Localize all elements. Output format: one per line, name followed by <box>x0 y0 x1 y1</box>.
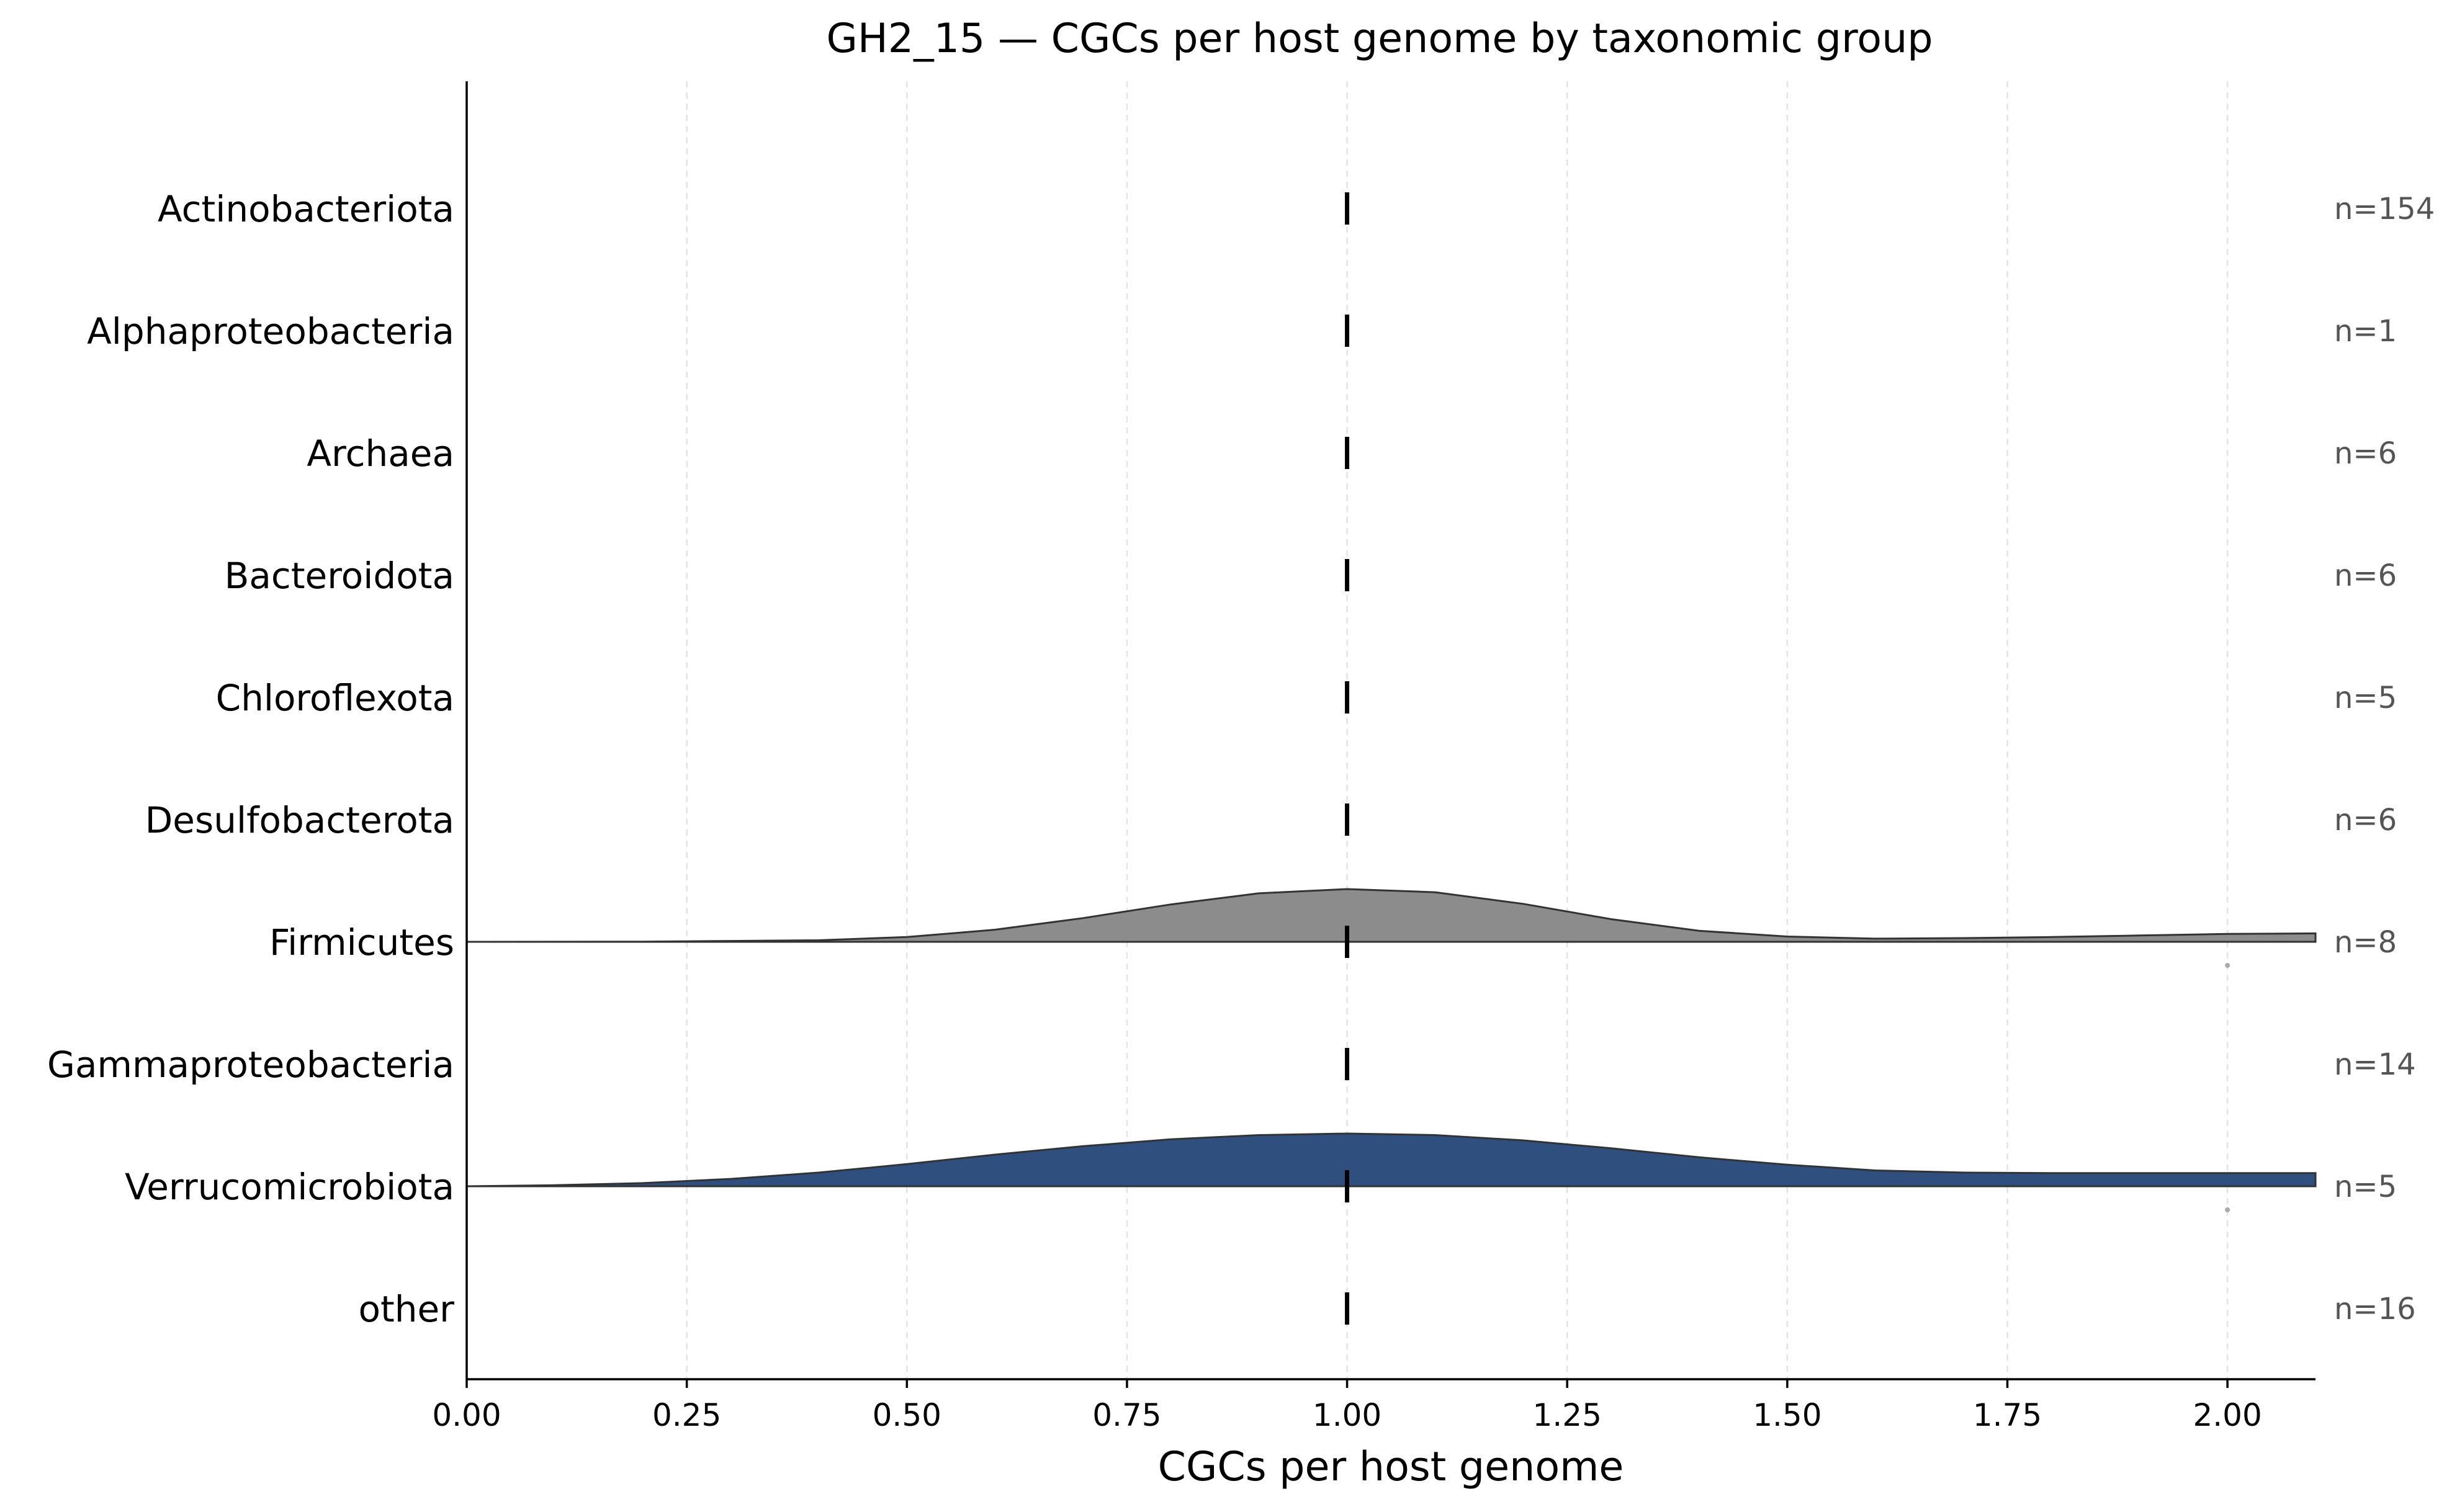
n-count-label: n=6 <box>2334 803 2397 838</box>
y-tick-label: Chloroflexota <box>216 677 454 719</box>
x-tick-label: 0.25 <box>652 1397 721 1433</box>
n-count-label: n=5 <box>2334 1170 2397 1204</box>
x-tick-label: 1.25 <box>1533 1397 1602 1433</box>
x-tick-label: 1.00 <box>1313 1397 1381 1433</box>
n-count-label: n=6 <box>2334 436 2397 471</box>
outlier-point <box>2225 1207 2230 1212</box>
x-tick-label: 2.00 <box>2193 1397 2262 1433</box>
y-tick-label: other <box>358 1288 454 1330</box>
n-count-label: n=5 <box>2334 681 2397 715</box>
n-count-label: n=1 <box>2334 314 2397 349</box>
x-tick-label: 0.50 <box>873 1397 941 1433</box>
n-count-label: n=154 <box>2334 192 2435 226</box>
y-tick-label: Bacteroidota <box>225 555 454 597</box>
x-tick-label: 0.75 <box>1092 1397 1161 1433</box>
x-tick-label: 1.50 <box>1753 1397 1821 1433</box>
y-tick-label: Verrucomicrobiota <box>125 1166 454 1208</box>
y-tick-label: Actinobacteriota <box>158 188 454 230</box>
n-count-label: n=6 <box>2334 558 2397 593</box>
y-tick-label: Firmicutes <box>269 921 454 964</box>
n-count-label: n=8 <box>2334 925 2397 960</box>
x-axis-title: CGCs per host genome <box>1158 1444 1624 1490</box>
density-ridge <box>466 888 2317 943</box>
n-count-label: n=16 <box>2334 1292 2416 1326</box>
x-tick-label: 0.00 <box>432 1397 501 1433</box>
chart-title: GH2_15 — CGCs per host genome by taxonom… <box>826 16 1933 62</box>
n-count-label: n=14 <box>2334 1047 2416 1082</box>
density-ridge <box>466 1132 2317 1188</box>
x-tick-label: 1.75 <box>1973 1397 2042 1433</box>
y-tick-label: Alphaproteobacteria <box>87 310 454 352</box>
y-tick-label: Gammaproteobacteria <box>47 1044 454 1086</box>
y-tick-label: Desulfobacterota <box>145 799 454 841</box>
y-tick-label: Archaea <box>307 432 454 475</box>
outlier-point <box>2225 963 2230 968</box>
